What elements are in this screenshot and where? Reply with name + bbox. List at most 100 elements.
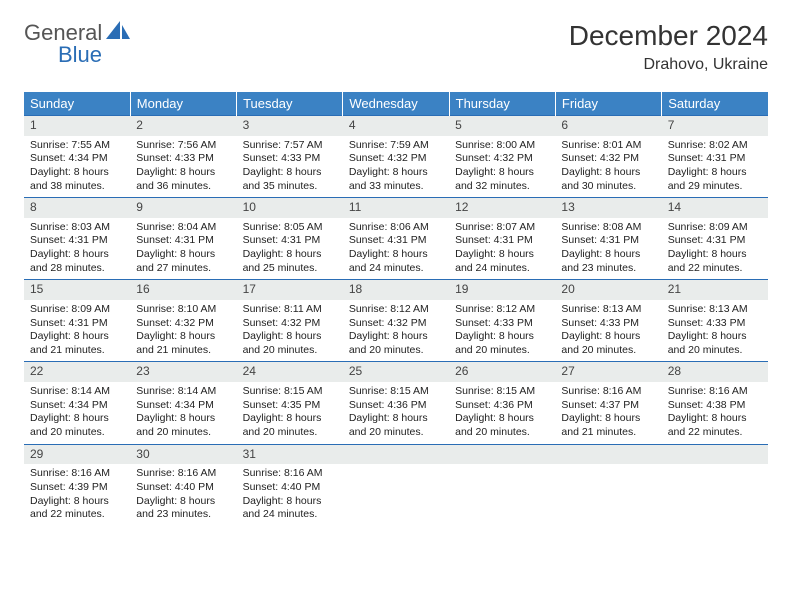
daylight-text-1: Daylight: 8 hours	[349, 330, 443, 344]
calendar-day-cell: 24Sunrise: 8:15 AMSunset: 4:35 PMDayligh…	[237, 362, 343, 444]
sunset-text: Sunset: 4:31 PM	[349, 234, 443, 248]
sunrise-text: Sunrise: 8:16 AM	[136, 467, 230, 481]
daylight-text-2: and 23 minutes.	[561, 262, 655, 276]
day-details: Sunrise: 7:57 AMSunset: 4:33 PMDaylight:…	[237, 136, 343, 198]
day-number: 29	[24, 445, 130, 465]
day-number: 12	[449, 198, 555, 218]
sunrise-text: Sunrise: 8:09 AM	[30, 303, 124, 317]
daylight-text-2: and 21 minutes.	[136, 344, 230, 358]
day-details: Sunrise: 8:15 AMSunset: 4:36 PMDaylight:…	[343, 382, 449, 444]
calendar-day-cell: 21Sunrise: 8:13 AMSunset: 4:33 PMDayligh…	[662, 280, 768, 362]
sunset-text: Sunset: 4:33 PM	[455, 317, 549, 331]
sunrise-text: Sunrise: 8:11 AM	[243, 303, 337, 317]
day-number: 16	[130, 280, 236, 300]
day-details: Sunrise: 8:13 AMSunset: 4:33 PMDaylight:…	[662, 300, 768, 362]
day-details: Sunrise: 8:06 AMSunset: 4:31 PMDaylight:…	[343, 218, 449, 280]
day-number: 30	[130, 445, 236, 465]
sail-icon	[106, 21, 132, 46]
sunset-text: Sunset: 4:31 PM	[136, 234, 230, 248]
day-details: Sunrise: 8:16 AMSunset: 4:40 PMDaylight:…	[237, 464, 343, 526]
day-number: 9	[130, 198, 236, 218]
calendar-day-cell: 20Sunrise: 8:13 AMSunset: 4:33 PMDayligh…	[555, 280, 661, 362]
sunset-text: Sunset: 4:33 PM	[243, 152, 337, 166]
calendar-day-cell: 27Sunrise: 8:16 AMSunset: 4:37 PMDayligh…	[555, 362, 661, 444]
day-details: Sunrise: 8:12 AMSunset: 4:32 PMDaylight:…	[343, 300, 449, 362]
day-number: 15	[24, 280, 130, 300]
day-number: 23	[130, 362, 236, 382]
calendar-day-cell: 6Sunrise: 8:01 AMSunset: 4:32 PMDaylight…	[555, 116, 661, 198]
daylight-text-2: and 38 minutes.	[30, 180, 124, 194]
calendar-table: Sunday Monday Tuesday Wednesday Thursday…	[24, 92, 768, 526]
daylight-text-1: Daylight: 8 hours	[349, 412, 443, 426]
calendar-day-cell: 19Sunrise: 8:12 AMSunset: 4:33 PMDayligh…	[449, 280, 555, 362]
calendar-day-cell: 23Sunrise: 8:14 AMSunset: 4:34 PMDayligh…	[130, 362, 236, 444]
sunrise-text: Sunrise: 8:15 AM	[243, 385, 337, 399]
calendar-day-cell: 3Sunrise: 7:57 AMSunset: 4:33 PMDaylight…	[237, 116, 343, 198]
daylight-text-2: and 32 minutes.	[455, 180, 549, 194]
daylight-text-1: Daylight: 8 hours	[30, 412, 124, 426]
sunrise-text: Sunrise: 8:01 AM	[561, 139, 655, 153]
calendar-day-cell: 8Sunrise: 8:03 AMSunset: 4:31 PMDaylight…	[24, 198, 130, 280]
day-number: 22	[24, 362, 130, 382]
day-number: 4	[343, 116, 449, 136]
sunrise-text: Sunrise: 8:15 AM	[349, 385, 443, 399]
sunrise-text: Sunrise: 8:12 AM	[455, 303, 549, 317]
sunset-text: Sunset: 4:32 PM	[455, 152, 549, 166]
sunrise-text: Sunrise: 8:07 AM	[455, 221, 549, 235]
calendar-day-cell: 5Sunrise: 8:00 AMSunset: 4:32 PMDaylight…	[449, 116, 555, 198]
daylight-text-2: and 33 minutes.	[349, 180, 443, 194]
day-details: Sunrise: 8:16 AMSunset: 4:39 PMDaylight:…	[24, 464, 130, 526]
weekday-header-row: Sunday Monday Tuesday Wednesday Thursday…	[24, 92, 768, 116]
calendar-day-cell: 9Sunrise: 8:04 AMSunset: 4:31 PMDaylight…	[130, 198, 236, 280]
daylight-text-1: Daylight: 8 hours	[561, 166, 655, 180]
sunrise-text: Sunrise: 8:13 AM	[561, 303, 655, 317]
daylight-text-1: Daylight: 8 hours	[243, 248, 337, 262]
daylight-text-2: and 23 minutes.	[136, 508, 230, 522]
sunset-text: Sunset: 4:32 PM	[136, 317, 230, 331]
weekday-monday: Monday	[130, 92, 236, 116]
daylight-text-2: and 29 minutes.	[668, 180, 762, 194]
day-details: Sunrise: 8:09 AMSunset: 4:31 PMDaylight:…	[662, 218, 768, 280]
day-number: 27	[555, 362, 661, 382]
daylight-text-2: and 28 minutes.	[30, 262, 124, 276]
day-number: 13	[555, 198, 661, 218]
sunrise-text: Sunrise: 8:10 AM	[136, 303, 230, 317]
day-number: 17	[237, 280, 343, 300]
weekday-saturday: Saturday	[662, 92, 768, 116]
daylight-text-1: Daylight: 8 hours	[668, 330, 762, 344]
day-details: Sunrise: 7:55 AMSunset: 4:34 PMDaylight:…	[24, 136, 130, 198]
day-details: Sunrise: 8:05 AMSunset: 4:31 PMDaylight:…	[237, 218, 343, 280]
day-details: Sunrise: 8:11 AMSunset: 4:32 PMDaylight:…	[237, 300, 343, 362]
day-details: Sunrise: 8:15 AMSunset: 4:35 PMDaylight:…	[237, 382, 343, 444]
page-header: General December 2024 Drahovo, Ukraine	[24, 20, 768, 74]
sunrise-text: Sunrise: 8:16 AM	[243, 467, 337, 481]
daylight-text-1: Daylight: 8 hours	[136, 412, 230, 426]
day-number: 3	[237, 116, 343, 136]
daylight-text-2: and 22 minutes.	[668, 262, 762, 276]
daylight-text-1: Daylight: 8 hours	[30, 495, 124, 509]
sunset-text: Sunset: 4:32 PM	[349, 152, 443, 166]
daylight-text-1: Daylight: 8 hours	[30, 330, 124, 344]
sunrise-text: Sunrise: 8:05 AM	[243, 221, 337, 235]
day-details: Sunrise: 8:12 AMSunset: 4:33 PMDaylight:…	[449, 300, 555, 362]
day-details	[343, 464, 449, 471]
daylight-text-2: and 20 minutes.	[243, 344, 337, 358]
daylight-text-1: Daylight: 8 hours	[243, 495, 337, 509]
calendar-day-cell: 16Sunrise: 8:10 AMSunset: 4:32 PMDayligh…	[130, 280, 236, 362]
calendar-day-cell: 29Sunrise: 8:16 AMSunset: 4:39 PMDayligh…	[24, 444, 130, 526]
daylight-text-2: and 20 minutes.	[349, 426, 443, 440]
sunset-text: Sunset: 4:33 PM	[668, 317, 762, 331]
daylight-text-2: and 20 minutes.	[561, 344, 655, 358]
day-number: 20	[555, 280, 661, 300]
sunset-text: Sunset: 4:39 PM	[30, 481, 124, 495]
sunrise-text: Sunrise: 8:14 AM	[30, 385, 124, 399]
daylight-text-1: Daylight: 8 hours	[136, 248, 230, 262]
calendar-week-row: 29Sunrise: 8:16 AMSunset: 4:39 PMDayligh…	[24, 444, 768, 526]
sunset-text: Sunset: 4:33 PM	[561, 317, 655, 331]
sunset-text: Sunset: 4:31 PM	[668, 234, 762, 248]
calendar-day-cell: 28Sunrise: 8:16 AMSunset: 4:38 PMDayligh…	[662, 362, 768, 444]
daylight-text-1: Daylight: 8 hours	[561, 412, 655, 426]
daylight-text-2: and 20 minutes.	[455, 426, 549, 440]
day-number	[449, 445, 555, 465]
day-number: 21	[662, 280, 768, 300]
